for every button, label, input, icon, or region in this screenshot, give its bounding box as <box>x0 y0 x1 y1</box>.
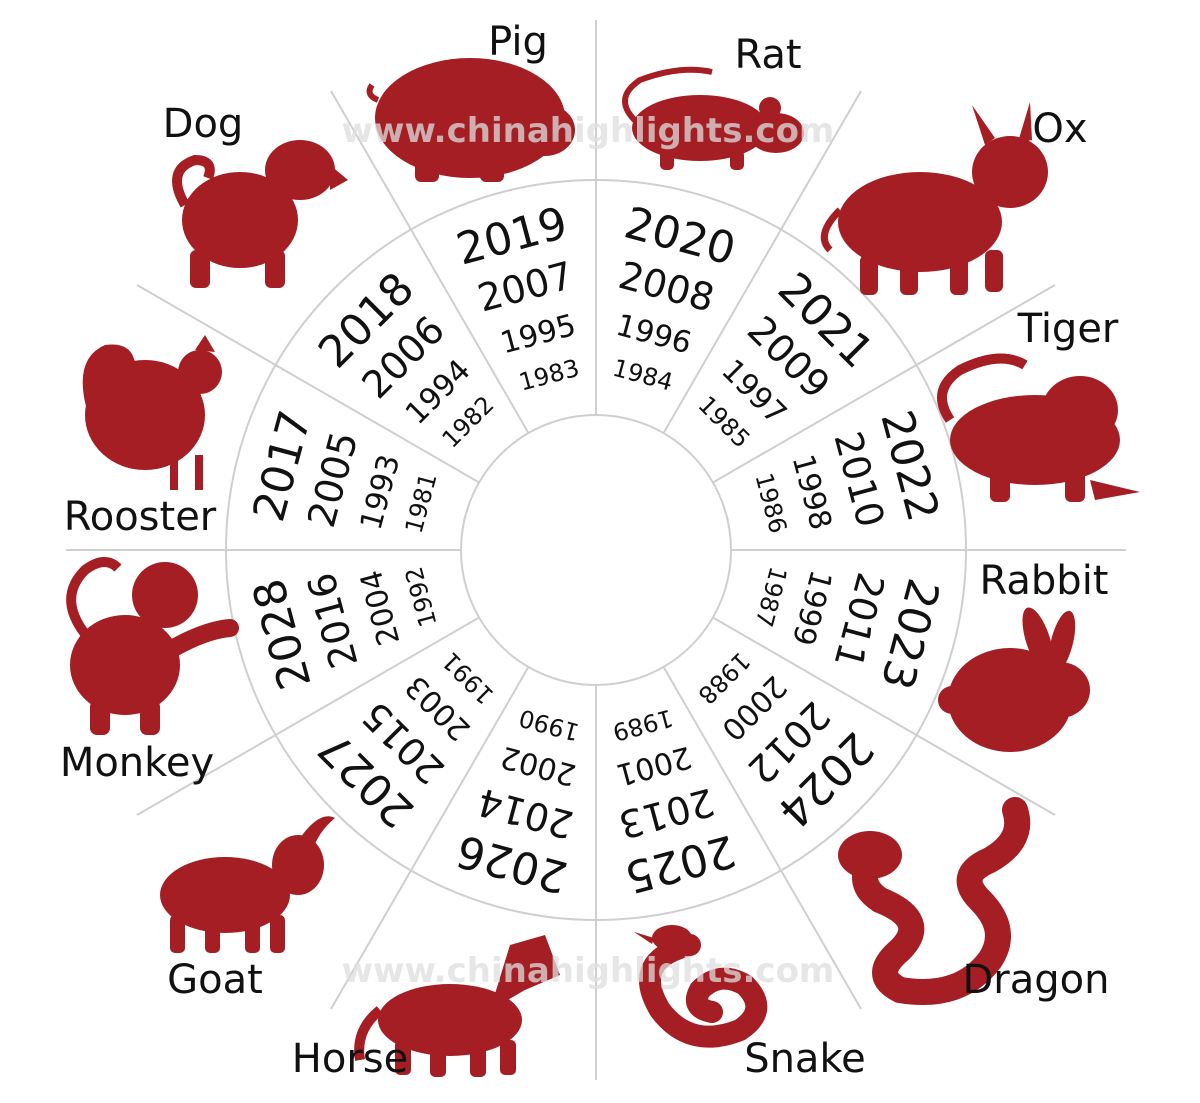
rabbit-icon <box>938 607 1090 752</box>
wheel-structure <box>66 20 1126 1080</box>
watermarks: www.chinahighlights.com www.chinahighlig… <box>342 111 835 991</box>
label-monkey: Monkey <box>60 740 214 786</box>
year-label: 1981 <box>400 470 443 536</box>
year-label: 1993 <box>354 451 408 534</box>
ox-icon <box>820 102 1048 295</box>
rat-icon <box>622 66 804 170</box>
goat-icon <box>160 816 335 953</box>
year-label: 1995 <box>497 308 580 362</box>
year-label: 1998 <box>785 451 839 534</box>
label-rabbit: Rabbit <box>979 558 1108 604</box>
label-horse: Horse <box>292 1036 408 1082</box>
year-label: 2004 <box>354 566 408 649</box>
watermark-top: www.chinahighlights.com <box>342 111 835 151</box>
sector-divider <box>330 90 530 434</box>
animal-silhouettes <box>66 58 1140 1077</box>
inner-circle <box>460 414 732 686</box>
sector-divider <box>662 90 862 434</box>
year-label: 2002 <box>497 739 580 793</box>
pig-icon <box>366 58 575 182</box>
rooster-icon <box>82 335 222 490</box>
year-label: 2001 <box>612 739 695 793</box>
label-snake: Snake <box>744 1036 866 1082</box>
label-tiger: Tiger <box>1017 306 1119 352</box>
year-label: 1983 <box>516 354 582 397</box>
year-label: 1996 <box>612 308 695 362</box>
label-dog: Dog <box>163 101 244 147</box>
snake-icon <box>634 925 768 1048</box>
animal-labels: Rat Ox Tiger Rabbit Dragon Snake Horse Goat Monk… <box>60 19 1119 1082</box>
sector-divider <box>136 616 480 816</box>
monkey-icon <box>66 557 239 735</box>
label-rooster: Rooster <box>64 494 217 540</box>
sector-divider <box>136 284 480 484</box>
year-label: 1984 <box>610 354 676 397</box>
watermark-bottom: www.chinahighlights.com <box>342 951 835 991</box>
year-label: 1999 <box>785 566 839 649</box>
label-ox: Ox <box>1032 106 1087 152</box>
year-label: 1986 <box>749 470 792 536</box>
label-rat: Rat <box>734 32 801 78</box>
horse-icon <box>354 935 560 1077</box>
year-label: 1987 <box>749 564 792 630</box>
year-label: 1992 <box>400 564 443 630</box>
year-label: 1990 <box>516 703 582 746</box>
tiger-icon <box>937 353 1140 502</box>
sector-divider <box>330 666 530 1010</box>
dragon-icon <box>838 797 1031 1005</box>
sector-divider <box>712 616 1056 816</box>
label-goat: Goat <box>167 957 263 1003</box>
year-label: 1989 <box>610 703 676 746</box>
sector-divider <box>712 284 1056 484</box>
sector-divider <box>662 666 862 1010</box>
dog-icon <box>172 140 348 288</box>
label-dragon: Dragon <box>963 957 1110 1003</box>
label-pig: Pig <box>488 19 548 65</box>
